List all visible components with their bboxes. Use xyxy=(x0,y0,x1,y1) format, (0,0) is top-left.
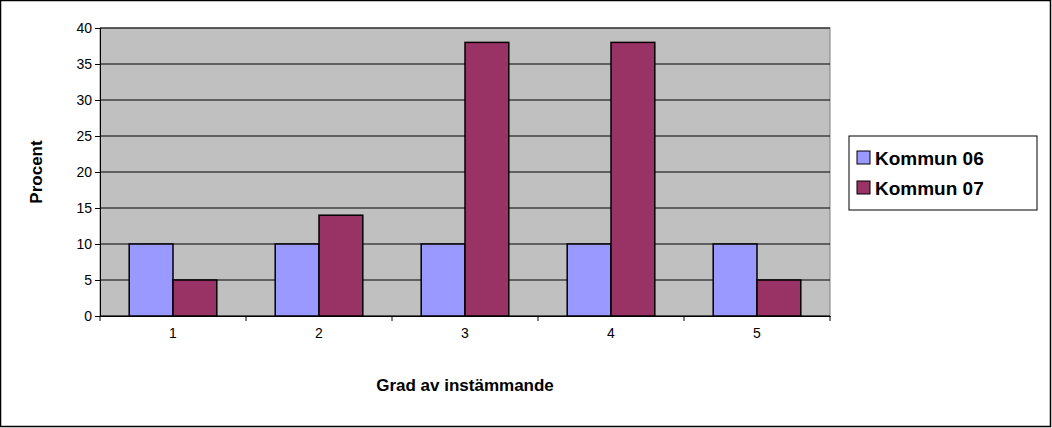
plot-area xyxy=(100,28,830,316)
y-tick-label: 35 xyxy=(76,56,92,72)
y-tick-mark xyxy=(95,244,100,245)
x-boundary-mark xyxy=(830,316,831,321)
y-tick: 0 xyxy=(84,308,100,324)
x-axis-line xyxy=(101,316,831,317)
x-tick-label: 2 xyxy=(315,325,323,341)
x-tick: 3 xyxy=(461,316,469,341)
chart-border xyxy=(1,1,1051,427)
bar xyxy=(567,244,611,316)
legend-swatch xyxy=(857,151,870,164)
bar xyxy=(275,244,319,316)
plot: 0 5 10 15 20 25 30 35 40 1 2 3 4 5 xyxy=(76,20,830,341)
bar xyxy=(611,42,655,316)
y-tick: 5 xyxy=(84,272,100,288)
y-tick-label: 30 xyxy=(76,92,92,108)
grid xyxy=(100,28,830,316)
y-tick-label: 40 xyxy=(76,20,92,36)
legend-box xyxy=(849,136,1037,210)
bar xyxy=(713,244,757,316)
legend-label: Kommun 07 xyxy=(875,178,984,199)
y-tick-label: 20 xyxy=(76,164,92,180)
grid-line xyxy=(100,28,830,29)
y-tick-mark xyxy=(95,28,100,29)
y-tick: 35 xyxy=(76,56,100,72)
y-tick-label: 10 xyxy=(76,236,92,252)
y-tick-mark xyxy=(95,64,100,65)
x-tick-label: 1 xyxy=(169,325,177,341)
bar xyxy=(465,42,509,316)
chart: 0 5 10 15 20 25 30 35 40 1 2 3 4 5 Grad av instämmande… xyxy=(0,0,1052,428)
y-tick-label: 25 xyxy=(76,128,92,144)
y-tick: 30 xyxy=(76,92,100,108)
bar xyxy=(319,215,363,316)
legend-item: Kommun 07 xyxy=(857,178,984,199)
y-tick-mark xyxy=(95,172,100,173)
y-tick-label: 15 xyxy=(76,200,92,216)
y-tick: 20 xyxy=(76,164,100,180)
y-tick: 10 xyxy=(76,236,100,252)
x-boundary-mark xyxy=(538,316,539,321)
y-tick-mark xyxy=(95,100,100,101)
x-tick: 1 xyxy=(169,316,177,341)
x-axis: 1 2 3 4 5 xyxy=(100,316,831,341)
x-boundary-mark xyxy=(100,316,101,321)
y-axis-line xyxy=(95,29,101,317)
y-tick-mark xyxy=(95,208,100,209)
x-tick: 5 xyxy=(753,316,761,341)
legend-label: Kommun 06 xyxy=(875,148,984,169)
y-tick: 25 xyxy=(76,128,100,144)
x-tick: 2 xyxy=(315,316,323,341)
x-boundary-mark xyxy=(246,316,247,321)
y-tick-mark xyxy=(95,280,100,281)
legend-item: Kommun 06 xyxy=(857,148,984,169)
x-axis-title: Grad av instämmande xyxy=(376,376,554,395)
y-tick-mark xyxy=(95,136,100,137)
legend-swatch xyxy=(857,181,870,194)
x-tick: 4 xyxy=(607,316,615,341)
y-tick-label: 0 xyxy=(84,308,92,324)
x-boundary-mark xyxy=(684,316,685,321)
y-tick: 40 xyxy=(76,20,100,36)
y-tick-mark xyxy=(95,316,100,317)
bars xyxy=(129,42,801,316)
y-axis: 0 5 10 15 20 25 30 35 40 xyxy=(76,20,100,324)
x-tick-label: 3 xyxy=(461,325,469,341)
bar xyxy=(421,244,465,316)
bar xyxy=(757,280,801,316)
bar xyxy=(173,280,217,316)
legend: Kommun 06 Kommun 07 xyxy=(849,136,1037,210)
y-tick-label: 5 xyxy=(84,272,92,288)
bar xyxy=(129,244,173,316)
y-tick: 15 xyxy=(76,200,100,216)
x-tick-label: 4 xyxy=(607,325,615,341)
x-boundaries xyxy=(100,316,830,321)
y-axis-title: Procent xyxy=(27,140,46,204)
x-boundary-mark xyxy=(392,316,393,321)
x-tick-label: 5 xyxy=(753,325,761,341)
